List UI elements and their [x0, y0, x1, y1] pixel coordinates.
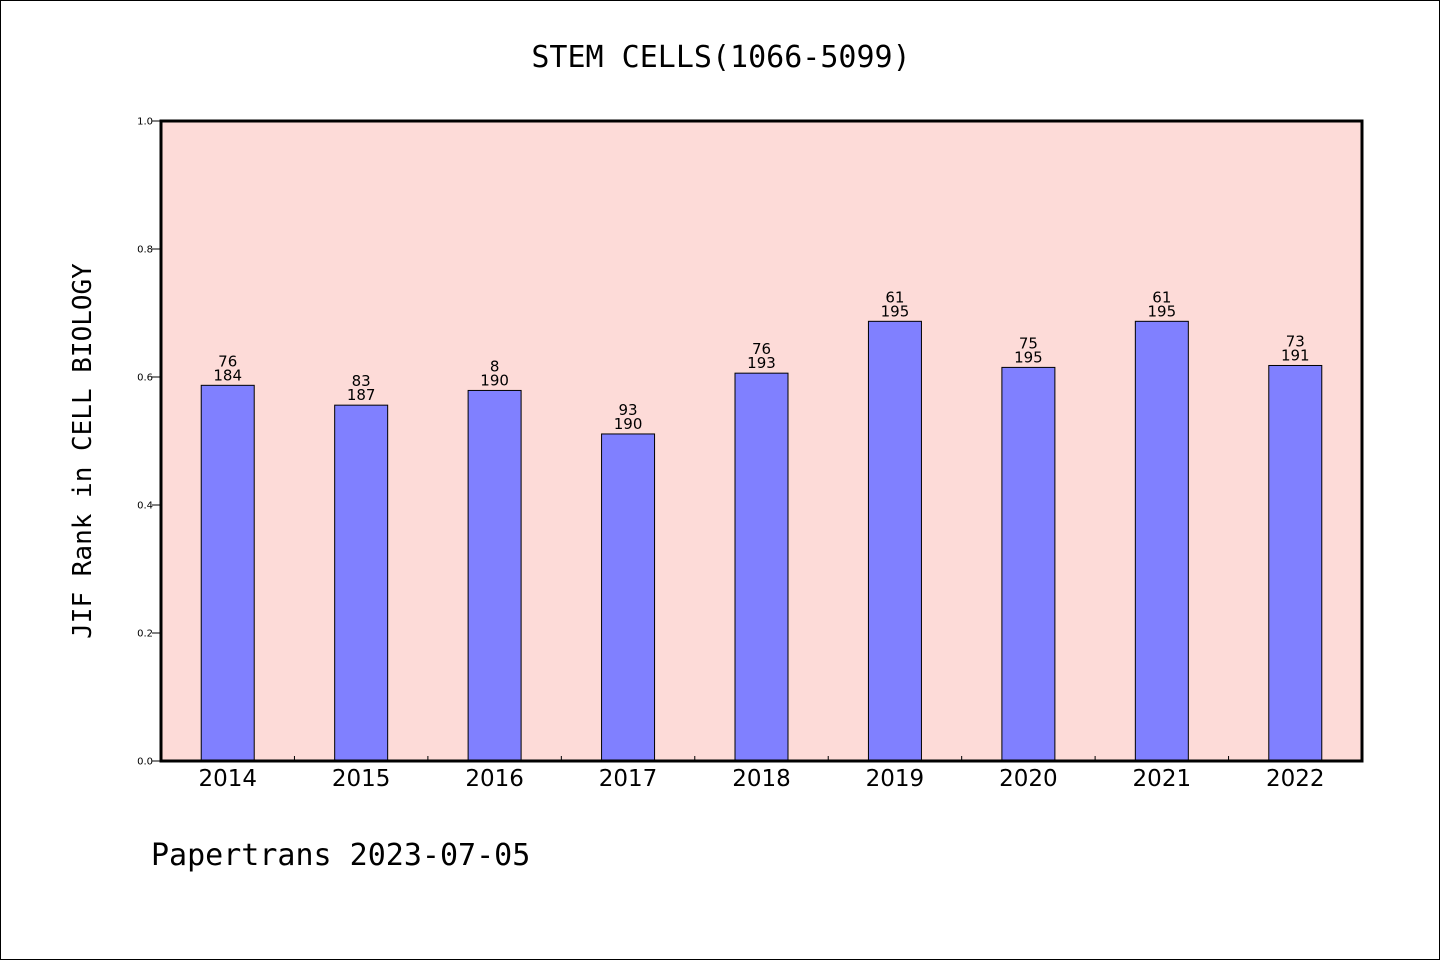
bar-rank-label: 61: [885, 288, 904, 306]
y-tick-label: 0.0: [137, 757, 153, 768]
x-tick-label: 2015: [332, 766, 391, 792]
bar-rank-label: 93: [619, 401, 638, 419]
x-tick-label: 2016: [465, 766, 524, 792]
bar-total-label: 191: [1281, 346, 1310, 364]
footer-text: Papertrans 2023-07-05: [151, 838, 530, 873]
x-tick-label: 2014: [198, 766, 257, 792]
bar-rank-label: 61: [1152, 288, 1171, 306]
x-tick-label: 2020: [999, 766, 1058, 792]
bar: [200, 384, 255, 762]
y-axis-ticks: 0.0 0.2 0.4 0.6 0.8 1.0: [137, 117, 161, 768]
bar-rank-label: 83: [352, 372, 371, 390]
x-tick-label: 2018: [732, 766, 791, 792]
x-tick-label: 2021: [1133, 766, 1192, 792]
x-tick-label: 2017: [599, 766, 658, 792]
bar-total-label: 190: [480, 371, 509, 389]
bar-total-label: 195: [881, 302, 910, 320]
y-tick-label: 0.4: [137, 501, 153, 512]
bar: [334, 404, 389, 762]
bar-total-label: 190: [614, 415, 643, 433]
bar-total-label: 195: [1014, 348, 1043, 366]
bar-total-label: 184: [213, 366, 242, 384]
bar: [1268, 364, 1323, 762]
x-tick-label: 2019: [866, 766, 925, 792]
y-tick-label: 0.2: [137, 629, 153, 640]
chart-title: STEM CELLS(1066-5099): [531, 40, 910, 75]
bar-rank-label: 75: [1019, 334, 1038, 352]
y-tick-label: 0.6: [137, 373, 153, 384]
bar-rank-label: 76: [218, 352, 237, 370]
bar: [601, 433, 656, 762]
bar-rank-label: 73: [1286, 332, 1305, 350]
bar-total-label: 187: [347, 386, 376, 404]
x-axis-ticks: 2014 2015 2016 2017 2018 2019 2020 2021 2022: [198, 756, 1325, 792]
bar: [1001, 366, 1056, 762]
bar: [734, 372, 789, 762]
y-axis-label: JIF Rank in CELL BIOLOGY: [68, 263, 98, 639]
bar-total-label: 193: [747, 354, 776, 372]
bar-total-label: 195: [1148, 302, 1177, 320]
y-tick-label: 1.0: [137, 117, 153, 128]
plot-border: [159, 119, 1364, 763]
x-tick-label: 2022: [1266, 766, 1325, 792]
bars: [200, 320, 1323, 762]
y-tick-label: 0.8: [137, 245, 153, 256]
bar-rank-label: 76: [752, 340, 771, 358]
bar: [467, 389, 522, 762]
bar-rank-label: 8: [490, 357, 500, 375]
bar: [1134, 320, 1189, 762]
bar: [867, 320, 922, 762]
